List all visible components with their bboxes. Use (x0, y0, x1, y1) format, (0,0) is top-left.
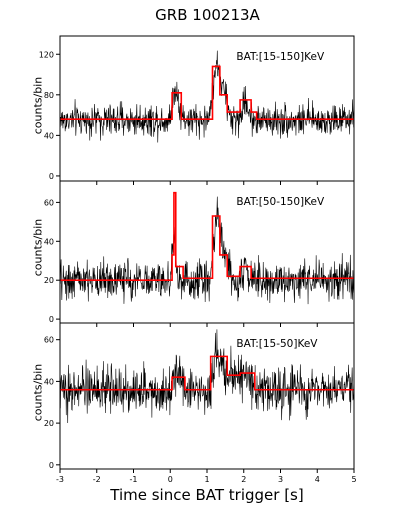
panel-middle-ytick-label: 40 (44, 237, 54, 246)
panel-bottom-ytick-label: 20 (44, 419, 54, 428)
panel-bottom-annotation: BAT:[15-50]KeV (236, 338, 318, 350)
panel-bottom-model-curve (60, 355, 354, 391)
chart-title: GRB 100213A (155, 6, 260, 24)
panel-bottom-ytick-label: 60 (44, 336, 54, 345)
panel-middle-model-curve (60, 191, 354, 282)
panel-middle-light-curve (60, 196, 354, 305)
x-tick-label: 5 (351, 475, 356, 484)
x-tick-label: 3 (278, 475, 283, 484)
panel-top-light-curve (60, 50, 354, 143)
panel-top-model-curve (60, 65, 354, 120)
x-tick-label: -2 (93, 475, 101, 484)
panel-top-ytick-label: 0 (49, 172, 54, 181)
panel-top-ytick-label: 40 (44, 131, 54, 140)
panel-middle-ytick-label: 20 (44, 276, 54, 285)
x-tick-label: 0 (168, 475, 173, 484)
panel-top-annotation: BAT:[15-150]KeV (236, 51, 325, 63)
panel-middle-ytick-label: 60 (44, 198, 54, 207)
panel-bottom-light-curve (60, 329, 354, 424)
x-tick-label: 1 (204, 475, 209, 484)
x-tick-label: 4 (315, 475, 320, 484)
panel-top-ytick-label: 120 (39, 50, 54, 59)
panel-middle-ytick-label: 0 (49, 315, 54, 324)
x-tick-label: -1 (130, 475, 138, 484)
panel-middle-annotation: BAT:[50-150]KeV (236, 196, 325, 208)
panel-top-ytick-label: 80 (44, 91, 54, 100)
x-axis-label: Time since BAT trigger [s] (110, 486, 304, 504)
panel-bottom-ytick-label: 40 (44, 377, 54, 386)
panel-bottom-ytick-label: 0 (49, 461, 54, 470)
x-tick-label: -3 (56, 475, 64, 484)
x-tick-label: 2 (241, 475, 246, 484)
